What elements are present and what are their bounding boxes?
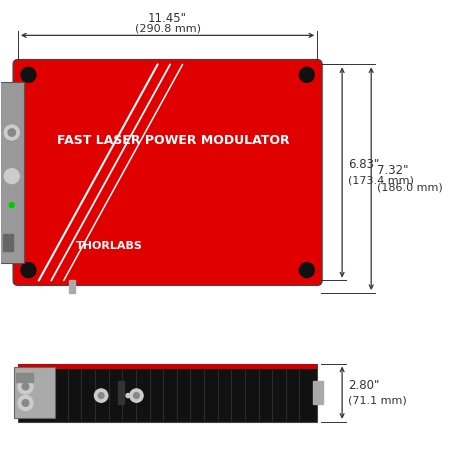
Circle shape [18, 379, 33, 394]
Circle shape [4, 125, 19, 140]
Circle shape [134, 393, 140, 399]
Circle shape [22, 383, 29, 390]
Text: 7.32": 7.32" [378, 164, 409, 177]
Text: (290.8 mm): (290.8 mm) [135, 23, 201, 33]
Circle shape [18, 396, 33, 410]
Circle shape [299, 68, 314, 82]
Text: 2.80": 2.80" [348, 379, 380, 392]
Bar [18, 364, 317, 369]
FancyBboxPatch shape [13, 59, 322, 285]
Circle shape [299, 263, 314, 278]
Text: FAST LASER POWER MODULATOR: FAST LASER POWER MODULATOR [57, 134, 290, 147]
Circle shape [4, 169, 19, 184]
Text: THORLABS: THORLABS [76, 241, 143, 252]
Bar [14, 367, 55, 419]
Bar [313, 381, 324, 404]
Circle shape [126, 393, 130, 398]
Circle shape [22, 400, 29, 406]
Circle shape [21, 263, 36, 278]
Circle shape [98, 393, 104, 399]
Bar [0, 82, 24, 263]
Text: (173.4 mm): (173.4 mm) [348, 176, 414, 186]
Circle shape [130, 389, 143, 402]
Bar [18, 364, 317, 422]
Text: 11.45": 11.45" [148, 12, 187, 25]
Text: (71.1 mm): (71.1 mm) [348, 395, 407, 405]
Bar [16, 373, 32, 382]
Bar [3, 234, 13, 251]
Text: (186.0 mm): (186.0 mm) [378, 182, 443, 192]
Circle shape [9, 202, 14, 207]
Circle shape [8, 129, 15, 136]
Circle shape [94, 389, 108, 402]
Bar [69, 280, 75, 293]
Text: 6.83": 6.83" [348, 158, 380, 171]
Bar [118, 381, 124, 404]
Circle shape [21, 68, 36, 82]
